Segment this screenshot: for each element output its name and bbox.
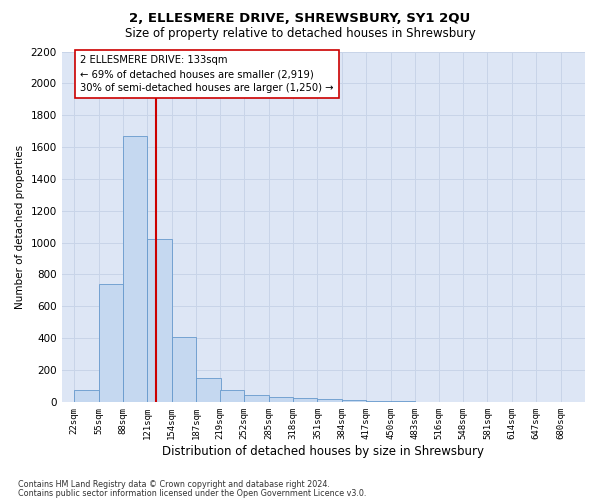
Bar bbox=[148, 240, 172, 402]
X-axis label: Distribution of detached houses by size in Shrewsbury: Distribution of detached houses by size … bbox=[163, 444, 484, 458]
Text: Contains public sector information licensed under the Open Government Licence v3: Contains public sector information licen… bbox=[18, 488, 367, 498]
Bar bbox=[98, 284, 123, 402]
Bar bbox=[269, 397, 293, 402]
Bar bbox=[342, 400, 366, 402]
Bar bbox=[220, 390, 244, 402]
Text: 2 ELLESMERE DRIVE: 133sqm
← 69% of detached houses are smaller (2,919)
30% of se: 2 ELLESMERE DRIVE: 133sqm ← 69% of detac… bbox=[80, 56, 334, 94]
Bar bbox=[74, 390, 98, 402]
Text: Size of property relative to detached houses in Shrewsbury: Size of property relative to detached ho… bbox=[125, 28, 475, 40]
Y-axis label: Number of detached properties: Number of detached properties bbox=[15, 144, 25, 308]
Bar bbox=[123, 136, 148, 402]
Text: Contains HM Land Registry data © Crown copyright and database right 2024.: Contains HM Land Registry data © Crown c… bbox=[18, 480, 330, 489]
Text: 2, ELLESMERE DRIVE, SHREWSBURY, SY1 2QU: 2, ELLESMERE DRIVE, SHREWSBURY, SY1 2QU bbox=[130, 12, 470, 26]
Bar bbox=[366, 401, 391, 402]
Bar bbox=[293, 398, 317, 402]
Bar bbox=[317, 400, 342, 402]
Bar bbox=[196, 378, 221, 402]
Bar bbox=[244, 396, 269, 402]
Bar bbox=[172, 336, 196, 402]
